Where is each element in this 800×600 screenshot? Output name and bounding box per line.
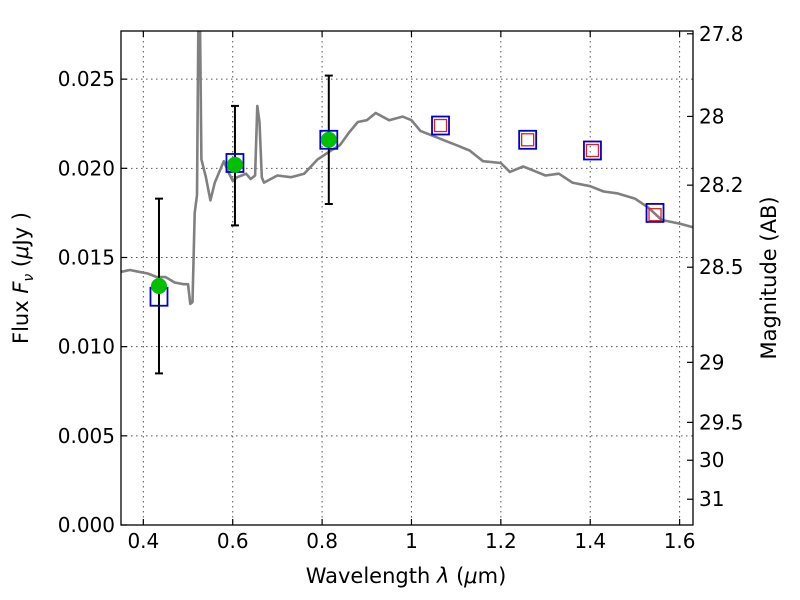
spectrum-line bbox=[121, 31, 693, 306]
y-tick-label: 0.020 bbox=[58, 156, 115, 180]
x-tick-label: 0.8 bbox=[306, 529, 338, 553]
x-tick-label: 1.4 bbox=[574, 529, 606, 553]
x-tick-label: 1 bbox=[405, 529, 418, 553]
x-tick-label: 0.4 bbox=[127, 529, 159, 553]
y2-tick-label: 29 bbox=[699, 350, 724, 374]
x-axis-title: Wavelength λ (μm) bbox=[306, 564, 507, 588]
spectrum-layer bbox=[121, 31, 693, 306]
x-tick-label: 0.6 bbox=[217, 529, 249, 553]
model-band-square bbox=[319, 129, 339, 150]
predicted-band-square bbox=[648, 208, 662, 222]
y2-tick-label: 30 bbox=[699, 448, 724, 472]
predicted-band-square bbox=[521, 133, 535, 147]
y-tick-label: 0.015 bbox=[58, 245, 115, 269]
x-tick-label: 1.2 bbox=[485, 529, 517, 553]
y2-tick-label: 28.2 bbox=[699, 173, 744, 197]
observed-point bbox=[150, 278, 167, 295]
y-tick-label: 0.005 bbox=[58, 424, 115, 448]
model-band-square bbox=[518, 129, 538, 150]
grid-lines bbox=[121, 31, 693, 525]
model-band-square bbox=[583, 140, 602, 161]
observed-point bbox=[320, 131, 337, 148]
model-band-square bbox=[645, 203, 665, 223]
marker-layer bbox=[149, 74, 665, 375]
predicted-band-square bbox=[433, 118, 448, 133]
y2-tick-label: 28 bbox=[699, 104, 724, 128]
y-tick-label: 0.025 bbox=[58, 67, 115, 91]
axis-ticks: 0.4 0.6 0.8 1 1.2 1.4 1.6 0.000 0.005 0.010 0.015 0… bbox=[58, 22, 744, 553]
y-tick-label: 0.010 bbox=[58, 335, 115, 359]
model-band-square bbox=[431, 115, 450, 136]
y2-tick-label: 27.8 bbox=[699, 22, 744, 46]
y-axis-title: Flux Fν (μJy ) bbox=[9, 212, 37, 344]
y2-axis-title: Magnitude (AB) bbox=[757, 196, 781, 359]
predicted-band-square bbox=[585, 143, 600, 158]
y2-tick-label: 31 bbox=[699, 487, 724, 511]
y-tick-label: 0.000 bbox=[58, 513, 115, 537]
y2-tick-label: 29.5 bbox=[699, 410, 744, 434]
plot-frame bbox=[120, 30, 694, 526]
y2-tick-label: 28.5 bbox=[699, 255, 744, 279]
x-tick-label: 1.6 bbox=[664, 529, 696, 553]
observed-point bbox=[226, 156, 243, 173]
